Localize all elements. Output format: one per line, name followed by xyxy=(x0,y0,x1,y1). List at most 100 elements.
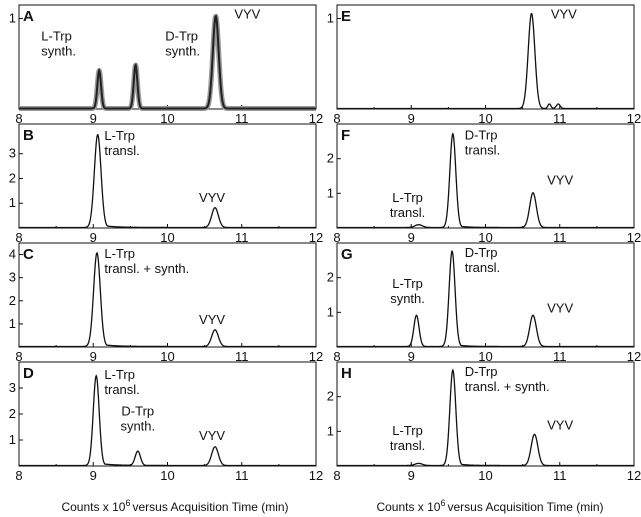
peak-annotation-line: L-Trp xyxy=(104,367,135,382)
x-tick-label: 12 xyxy=(309,230,323,245)
peak-annotation: L-Trp transl. + synth. xyxy=(104,246,189,276)
panel-letter-h: H xyxy=(341,365,352,382)
y-tick-label: 2 xyxy=(9,406,16,421)
x-tick-label: 11 xyxy=(235,468,249,483)
x-axis-caption-exponent: 6 xyxy=(440,498,445,508)
x-axis-caption-exponent: 6 xyxy=(125,498,130,508)
panel-d-frame xyxy=(18,361,317,467)
x-tick-label: 9 xyxy=(408,111,415,126)
x-tick-label: 10 xyxy=(478,230,492,245)
x-tick-label: 9 xyxy=(90,111,97,126)
peak-annotation: D-Trp transl. + synth. xyxy=(465,364,550,394)
y-tick-label: 1 xyxy=(327,11,334,26)
x-tick-label: 9 xyxy=(408,349,415,364)
y-tick-label: 1 xyxy=(327,304,334,319)
panel-b-frame xyxy=(18,123,317,229)
peak-annotation-line: L-Trp xyxy=(41,28,72,43)
panel-letter-c: C xyxy=(23,246,34,263)
y-tick-label: 1 xyxy=(9,432,16,447)
x-tick-label: 10 xyxy=(478,111,492,126)
x-tick-label: 10 xyxy=(160,111,174,126)
peak-annotation-line: transl. + synth. xyxy=(104,261,189,276)
peak-annotation-line: transl. xyxy=(390,205,425,220)
y-tick-label: 2 xyxy=(327,389,334,404)
x-tick-label: 9 xyxy=(90,349,97,364)
peak-annotation: VYV xyxy=(199,190,225,205)
signal-trace xyxy=(337,368,634,467)
y-tick-label: 2 xyxy=(9,293,16,308)
x-tick-label: 8 xyxy=(333,468,340,483)
panel-e: 8 9 10 11 12 1 E VYV xyxy=(327,4,641,126)
x-tick-label: 10 xyxy=(478,468,492,483)
x-tick-label: 11 xyxy=(553,111,567,126)
peak-annotation-line: VYV xyxy=(234,7,260,22)
peak-annotation-line: D-Trp xyxy=(465,245,498,260)
peak-annotation-line: synth. xyxy=(41,43,76,58)
y-tick-label: 3 xyxy=(9,146,16,161)
peak-annotation-line: VYV xyxy=(547,173,573,188)
y-tick-label: 1 xyxy=(327,185,334,200)
signal-trace xyxy=(19,14,316,110)
x-tick-label: 10 xyxy=(160,468,174,483)
x-tick-label: 10 xyxy=(160,230,174,245)
x-tick-label: 12 xyxy=(309,468,323,483)
panel-letter-a: A xyxy=(23,8,34,25)
x-tick-label: 11 xyxy=(235,349,249,364)
y-tick-label: 2 xyxy=(9,170,16,185)
x-tick-label: 8 xyxy=(15,111,22,126)
panel-c-frame xyxy=(18,242,317,348)
peak-annotation-line: synth. xyxy=(390,291,425,306)
peak-annotation-line: VYV xyxy=(551,7,577,22)
peak-annotation-line: VYV xyxy=(547,418,573,433)
peak-annotation: L-Trp transl. xyxy=(104,367,139,397)
peak-annotation: L-Trp synth. xyxy=(390,276,425,306)
x-tick-label: 8 xyxy=(15,468,22,483)
peak-annotation: VYV xyxy=(547,418,573,433)
y-tick-label: 1 xyxy=(327,423,334,438)
peak-annotation-line: D-Trp xyxy=(121,403,154,418)
x-axis-caption-prefix: Counts x 10 xyxy=(376,500,440,514)
x-tick-label: 8 xyxy=(333,111,340,126)
panel-letter-d: D xyxy=(23,365,34,382)
peak-annotation-line: VYV xyxy=(547,300,573,315)
peak-annotation-line: synth. xyxy=(120,418,155,433)
panel-a: 8 9 10 11 121 AL-Trp synth.D-Trp synth.VYV xyxy=(9,4,323,126)
y-tick-label: 3 xyxy=(9,380,16,395)
x-axis-caption-right: Counts x 106 versus Acquisition Time (min… xyxy=(376,498,603,514)
peak-annotation: D-Trp transl. xyxy=(465,245,500,275)
x-tick-label: 9 xyxy=(90,468,97,483)
x-tick-label: 12 xyxy=(309,111,323,126)
panel-letter-g: G xyxy=(341,246,353,263)
peak-annotation-line: VYV xyxy=(199,312,225,327)
panel-letter-e: E xyxy=(341,8,351,25)
peak-annotation: VYV xyxy=(199,428,225,443)
peak-annotation: D-Trp synth. xyxy=(120,403,155,433)
peak-annotation: VYV xyxy=(547,300,573,315)
peak-annotation-line: D-Trp xyxy=(465,364,498,379)
panel-letter-b: B xyxy=(23,127,34,144)
x-tick-label: 11 xyxy=(553,468,567,483)
panel-e-frame xyxy=(336,4,635,110)
signal-trace xyxy=(337,13,634,110)
x-tick-label: 10 xyxy=(160,349,174,364)
x-tick-label: 8 xyxy=(15,349,22,364)
x-tick-label: 11 xyxy=(553,230,567,245)
x-tick-label: 9 xyxy=(408,230,415,245)
y-tick-label: 2 xyxy=(327,151,334,166)
peak-annotation: D-Trp transl. xyxy=(465,128,500,158)
y-tick-label: 2 xyxy=(327,270,334,285)
peak-annotation: VYV xyxy=(547,173,573,188)
x-tick-label: 12 xyxy=(627,468,641,483)
peak-annotation: L-Trp transl. xyxy=(390,423,425,453)
y-tick-label: 1 xyxy=(9,316,16,331)
peak-annotation: D-Trp synth. xyxy=(165,28,200,58)
x-tick-label: 8 xyxy=(15,230,22,245)
peak-annotation-line: synth. xyxy=(165,43,200,58)
y-tick-label: 1 xyxy=(9,11,16,26)
